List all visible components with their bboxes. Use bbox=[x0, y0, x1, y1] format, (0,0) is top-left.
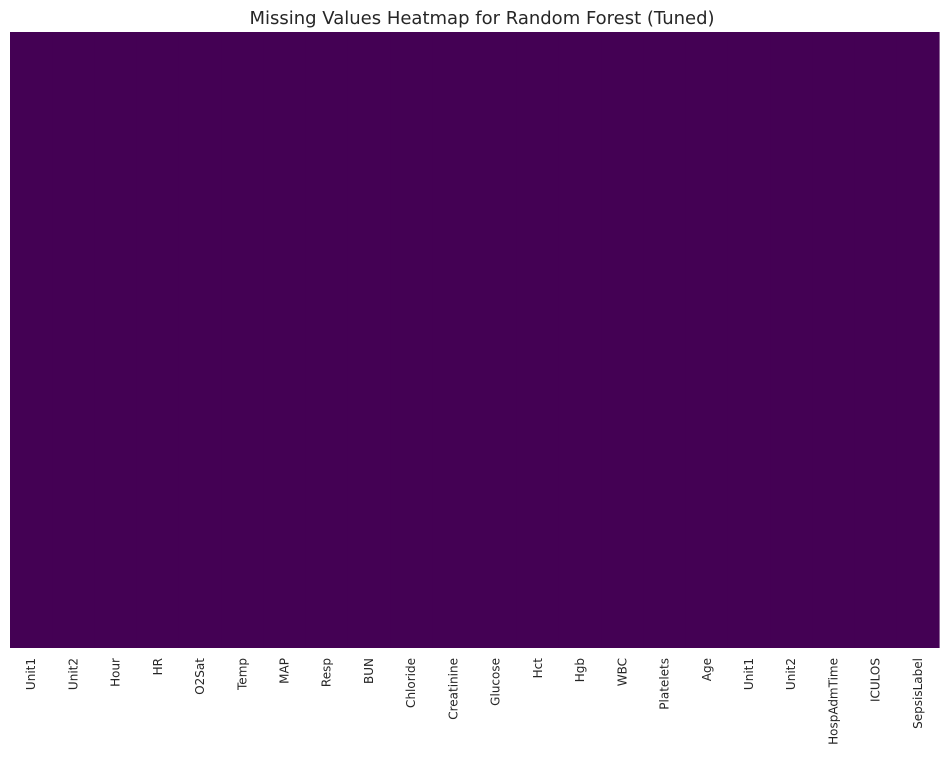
heatmap-column-5 bbox=[178, 32, 222, 648]
heatmap-column-15 bbox=[601, 32, 645, 648]
x-tick-label: Chloride bbox=[404, 658, 418, 708]
heatmap-column-7 bbox=[263, 32, 307, 648]
heatmap-column-11 bbox=[432, 32, 476, 648]
x-tick-label: Unit2 bbox=[66, 658, 80, 690]
x-tick-label: Hgb bbox=[573, 658, 587, 682]
heatmap-column-16 bbox=[643, 32, 687, 648]
heatmap-column-1 bbox=[10, 32, 53, 648]
heatmap-column-22 bbox=[896, 32, 940, 648]
heatmap-column-4 bbox=[136, 32, 180, 648]
heatmap-column-17 bbox=[685, 32, 729, 648]
heatmap-column-8 bbox=[305, 32, 349, 648]
x-tick-label: Temp bbox=[235, 658, 249, 691]
x-tick-label: Creatinine bbox=[446, 658, 460, 720]
heatmap-column-18 bbox=[727, 32, 771, 648]
x-tick-label: Unit1 bbox=[24, 658, 38, 690]
x-tick-label: WBC bbox=[615, 658, 629, 686]
x-tick-label: HospAdmTime bbox=[826, 658, 840, 745]
x-tick-label: Hour bbox=[109, 658, 123, 687]
x-tick-label: BUN bbox=[362, 658, 376, 684]
x-tick-label: HR bbox=[151, 658, 165, 675]
chart-title: Missing Values Heatmap for Random Forest… bbox=[249, 8, 714, 29]
heatmap-column-9 bbox=[347, 32, 391, 648]
heatmap-column-19 bbox=[770, 32, 813, 648]
x-tick-label: SepsisLabel bbox=[911, 658, 925, 729]
heatmap-column-21 bbox=[854, 32, 898, 648]
heatmap-column-12 bbox=[474, 32, 518, 648]
x-tick-label: Glucose bbox=[489, 658, 503, 706]
x-tick-label: Hct bbox=[531, 658, 545, 679]
x-tick-label: ICULOS bbox=[869, 658, 883, 702]
x-tick-label: Resp bbox=[320, 658, 334, 687]
x-tick-label: Unit2 bbox=[784, 658, 798, 690]
x-axis-ticks: Unit1 Unit2 Hour HR O2Sat Temp MAP Resp BUN Chlor… bbox=[24, 658, 925, 745]
heatmap-column-13 bbox=[516, 32, 560, 648]
heatmap-column-6 bbox=[221, 32, 264, 648]
heatmap-column-20 bbox=[812, 32, 856, 648]
x-tick-label: Unit1 bbox=[742, 658, 756, 690]
heatmap-column-2 bbox=[52, 32, 96, 648]
heatmap-column-14 bbox=[558, 32, 602, 648]
heatmap-column-3 bbox=[94, 32, 138, 648]
plot-area bbox=[10, 32, 940, 648]
heatmap-column-10 bbox=[390, 32, 433, 648]
x-tick-label: MAP bbox=[277, 658, 291, 684]
x-tick-label: Age bbox=[700, 658, 714, 681]
x-tick-label: Platelets bbox=[658, 658, 672, 710]
x-tick-label: O2Sat bbox=[193, 658, 207, 695]
